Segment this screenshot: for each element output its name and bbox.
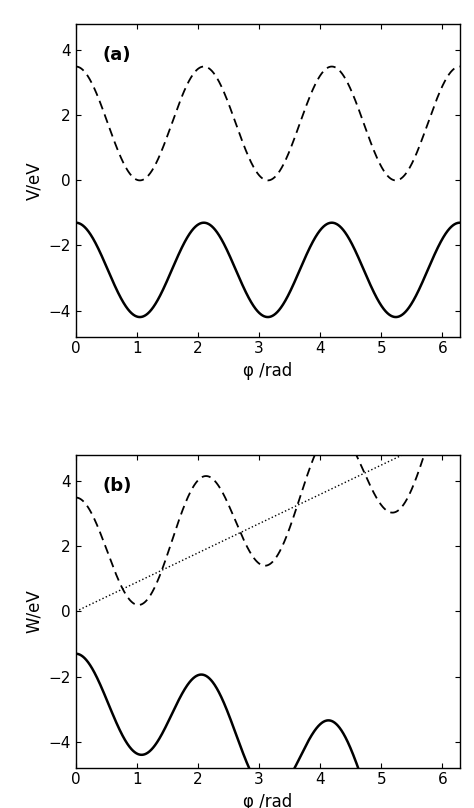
Y-axis label: V/eV: V/eV [25, 161, 43, 200]
Text: (a): (a) [103, 46, 131, 64]
Y-axis label: W/eV: W/eV [25, 590, 43, 633]
X-axis label: φ /rad: φ /rad [243, 793, 292, 808]
Text: (b): (b) [103, 478, 132, 495]
X-axis label: φ /rad: φ /rad [243, 362, 292, 380]
